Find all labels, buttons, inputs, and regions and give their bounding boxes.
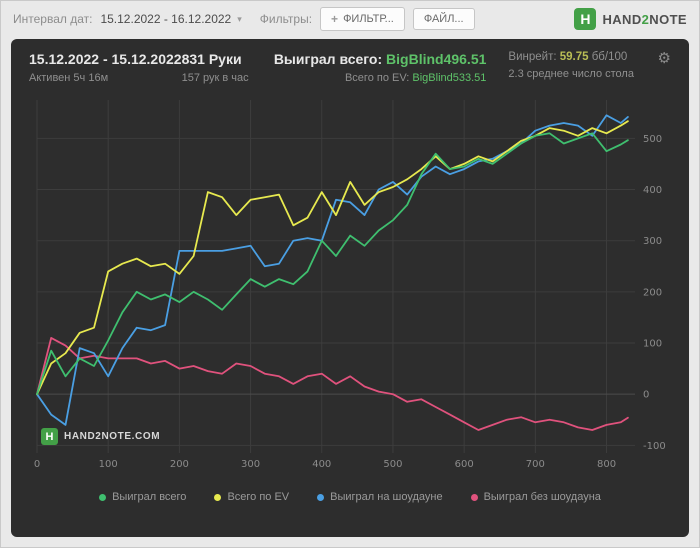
svg-text:500: 500 [643, 134, 662, 145]
hand2note-watermark-icon: H [41, 428, 58, 445]
svg-text:200: 200 [643, 287, 662, 298]
winrate-line: Винрейт: 59.75 бб/100 [508, 51, 653, 63]
svg-text:700: 700 [526, 459, 545, 470]
add-filter-button[interactable]: + ФИЛЬТР... [320, 7, 405, 31]
session-date-range: 15.12.2022 - 15.12.2022 [29, 51, 182, 67]
won-total-label: Выиграл всего: [273, 51, 383, 67]
legend-label: Выиграл на шоудауне [330, 491, 443, 503]
svg-text:600: 600 [455, 459, 474, 470]
plus-icon: + [331, 12, 339, 26]
hands-count: 831 Руки [181, 51, 242, 67]
svg-text:800: 800 [597, 459, 616, 470]
winrate-block: Винрейт: 59.75 бб/100 2.3 среднее число … [508, 51, 653, 80]
chart-legend: Выиграл всего Всего по EV Выиграл на шоу… [29, 491, 671, 503]
winrate-label: Винрейт: [508, 51, 557, 63]
hands-per-hour: 157 рук в час [181, 72, 249, 84]
add-filter-button-label: ФИЛЬТР... [343, 13, 394, 25]
hands-block: 831 Руки 157 рук в час [182, 51, 274, 84]
svg-text:0: 0 [643, 390, 649, 401]
legend-label: Выиграл без шоудауна [483, 491, 601, 503]
hand2note-logo[interactable]: H HAND2NOTE [574, 8, 687, 30]
svg-text:300: 300 [241, 459, 260, 470]
legend-item-ev-total[interactable]: Всего по EV [214, 491, 289, 503]
winnings-block: Выиграл всего: BigBlind496.51 Всего по E… [274, 51, 509, 84]
legend-item-won-total[interactable]: Выиграл всего [99, 491, 186, 503]
filters-label: Фильтры: [259, 12, 313, 26]
legend-label: Выиграл всего [112, 491, 187, 503]
legend-item-non-showdown[interactable]: Выиграл без шоудауна [470, 491, 601, 503]
ev-total-value: BigBlind533.51 [412, 72, 487, 84]
ev-total-label: Всего по EV: [344, 72, 410, 84]
chart-watermark: H HAND2NOTE.COM [41, 428, 160, 445]
svg-text:0: 0 [34, 459, 40, 470]
ev-total-line: Всего по EV: BigBlind533.51 [274, 72, 487, 84]
date-range-selector[interactable]: 15.12.2022 - 16.12.2022 ▾ [100, 12, 241, 26]
winnings-graph: 0 100 200 300 400 500 600 700 800 -100 0 100 200 300 4… [29, 92, 671, 477]
session-date-block: 15.12.2022 - 15.12.2022 Активен 5ч 16м [29, 51, 182, 84]
legend-dot-green-icon [99, 493, 107, 501]
hand2note-logo-text: HAND2NOTE [602, 11, 687, 27]
top-toolbar: Интервал дат: 15.12.2022 - 16.12.2022 ▾ … [1, 1, 699, 37]
legend-dot-yellow-icon [214, 493, 222, 501]
svg-text:100: 100 [99, 459, 118, 470]
svg-text:200: 200 [170, 459, 189, 470]
legend-item-showdown[interactable]: Выиграл на шоудауне [317, 491, 443, 503]
svg-text:400: 400 [643, 185, 662, 196]
winnings-chart-svg: 0 100 200 300 400 500 600 700 800 -100 0 100 200 300 4… [34, 100, 666, 470]
session-active-time: Активен 5ч 16м [29, 72, 109, 84]
file-button[interactable]: ФАЙЛ... [412, 8, 475, 30]
file-button-label: ФАЙЛ... [423, 13, 464, 25]
hand2note-logo-icon: H [574, 8, 597, 30]
legend-dot-pink-icon [470, 493, 478, 501]
legend-dot-blue-icon [317, 493, 325, 501]
session-stats-header: 15.12.2022 - 15.12.2022 Активен 5ч 16м 8… [29, 51, 671, 84]
hand2note-watermark-text: HAND2NOTE.COM [64, 431, 161, 442]
winrate-value: 59.75 [559, 51, 589, 63]
svg-text:400: 400 [312, 459, 331, 470]
date-range-value: 15.12.2022 - 16.12.2022 [100, 12, 232, 26]
svg-text:500: 500 [383, 459, 402, 470]
chevron-down-icon: ▾ [237, 13, 242, 24]
date-interval-label: Интервал дат: [13, 12, 93, 26]
svg-text:-100: -100 [643, 441, 666, 452]
gear-icon[interactable]: ⚙ [657, 50, 671, 67]
svg-text:300: 300 [643, 236, 662, 247]
won-total-line: Выиграл всего: BigBlind496.51 [274, 51, 487, 67]
session-report-panel: 15.12.2022 - 15.12.2022 Активен 5ч 16м 8… [11, 39, 689, 537]
svg-text:100: 100 [643, 339, 662, 350]
legend-label: Всего по EV [227, 491, 290, 503]
avg-tables: 2.3 среднее число стола [508, 68, 634, 80]
winrate-unit: бб/100 [591, 51, 628, 63]
won-total-value: BigBlind496.51 [386, 51, 487, 67]
